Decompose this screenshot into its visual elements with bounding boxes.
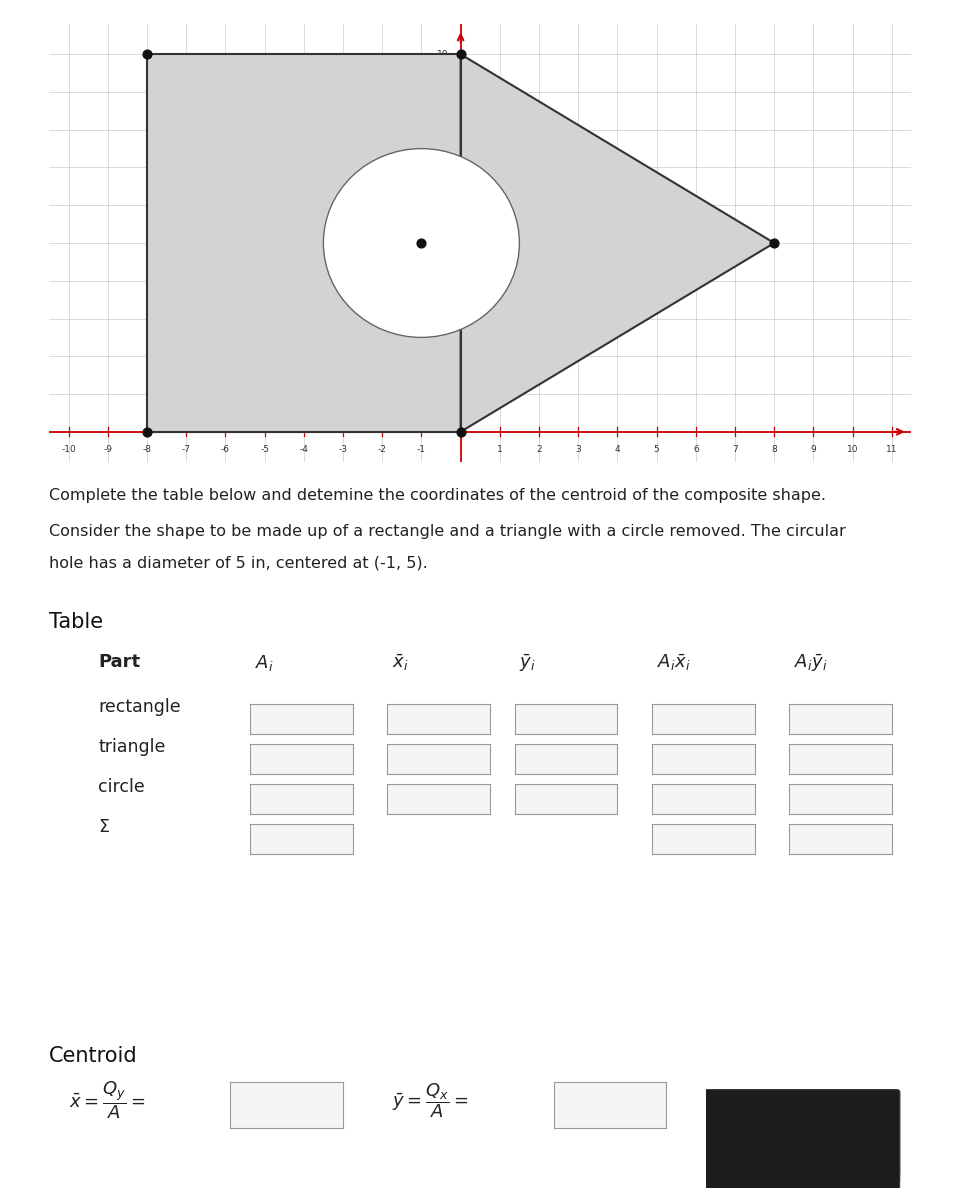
Text: 6: 6 — [693, 445, 699, 454]
Point — [453, 422, 468, 442]
Text: 7: 7 — [443, 163, 449, 172]
Text: $A_i\bar{x}_i$: $A_i\bar{x}_i$ — [657, 653, 690, 673]
Point — [139, 422, 155, 442]
Point — [139, 44, 155, 64]
Polygon shape — [461, 54, 774, 432]
Text: 9: 9 — [443, 88, 449, 96]
Text: -8: -8 — [142, 445, 152, 454]
Text: $\bar{x}_i$: $\bar{x}_i$ — [392, 653, 409, 673]
Text: 8: 8 — [443, 125, 449, 134]
Text: -9: -9 — [103, 445, 113, 454]
Text: 7: 7 — [732, 445, 738, 454]
Text: 2: 2 — [536, 445, 542, 454]
Text: $\bar{y}_i$: $\bar{y}_i$ — [519, 653, 536, 674]
Text: -1: -1 — [416, 445, 426, 454]
Text: -3: -3 — [338, 445, 348, 454]
Text: 1: 1 — [443, 390, 449, 398]
Text: Σ: Σ — [98, 818, 109, 836]
Text: triangle: triangle — [98, 738, 166, 756]
Text: 4: 4 — [443, 276, 449, 286]
Text: 2: 2 — [443, 352, 449, 361]
Circle shape — [323, 149, 519, 337]
Point — [453, 44, 468, 64]
Text: -4: -4 — [299, 445, 309, 454]
Point — [766, 233, 782, 252]
Text: -5: -5 — [260, 445, 270, 454]
Text: $\bar{y} = \dfrac{Q_x}{A} =$: $\bar{y} = \dfrac{Q_x}{A} =$ — [392, 1081, 468, 1120]
Text: 6: 6 — [443, 200, 449, 210]
Text: 9: 9 — [810, 445, 816, 454]
Text: -2: -2 — [377, 445, 387, 454]
Text: -10: -10 — [61, 445, 76, 454]
Text: Complete the table below and detemine the coordinates of the centroid of the com: Complete the table below and detemine th… — [49, 488, 826, 504]
Text: 5: 5 — [654, 445, 660, 454]
Text: Part: Part — [98, 653, 140, 671]
Text: $A_i$: $A_i$ — [255, 653, 273, 673]
Text: 3: 3 — [443, 314, 449, 323]
Text: 10: 10 — [847, 445, 858, 454]
Text: hole has a diameter of 5 in, centered at (-1, 5).: hole has a diameter of 5 in, centered at… — [49, 556, 427, 570]
Text: circle: circle — [98, 778, 145, 796]
FancyBboxPatch shape — [714, 1090, 900, 1183]
Text: rectangle: rectangle — [98, 698, 180, 716]
Text: 5: 5 — [443, 239, 449, 247]
Text: 8: 8 — [771, 445, 777, 454]
Text: $A_i\bar{y}_i$: $A_i\bar{y}_i$ — [794, 653, 827, 674]
Text: Table: Table — [49, 612, 103, 632]
FancyBboxPatch shape — [727, 1090, 900, 1176]
FancyBboxPatch shape — [702, 1090, 900, 1190]
Text: -7: -7 — [181, 445, 191, 454]
Text: -6: -6 — [220, 445, 230, 454]
Text: 1: 1 — [497, 445, 503, 454]
Polygon shape — [147, 54, 461, 432]
Point — [414, 233, 429, 252]
Text: 4: 4 — [614, 445, 620, 454]
Text: Consider the shape to be made up of a rectangle and a triangle with a circle rem: Consider the shape to be made up of a re… — [49, 524, 846, 540]
Text: Centroid: Centroid — [49, 1046, 137, 1067]
Text: 11: 11 — [886, 445, 898, 454]
Text: 3: 3 — [575, 445, 581, 454]
Text: 10: 10 — [437, 49, 449, 59]
Text: $\bar{x} = \dfrac{Q_y}{A} =$: $\bar{x} = \dfrac{Q_y}{A} =$ — [69, 1080, 145, 1121]
